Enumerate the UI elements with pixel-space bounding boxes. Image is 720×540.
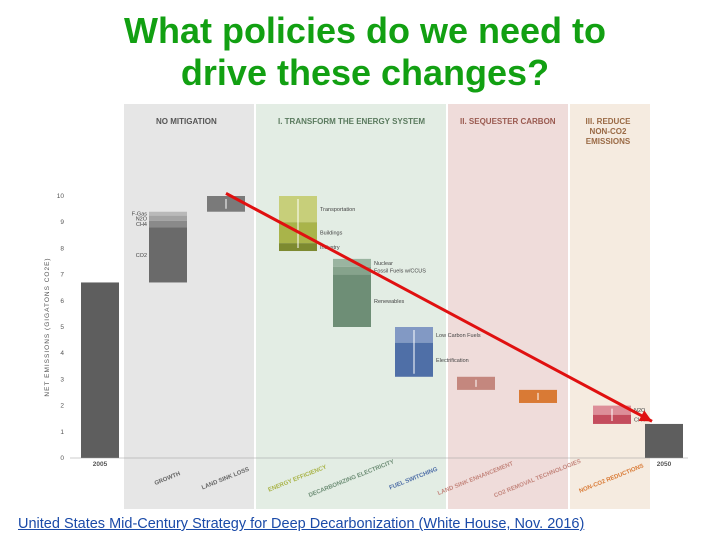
slide-title: What policies do we need to drive these … — [0, 10, 720, 94]
y-tick-8: 8 — [60, 245, 64, 252]
bar-growth-label-f-gas: F-Gas — [132, 212, 148, 218]
emissions-chart: NO MITIGATION I. TRANSFORM THE ENERGY SYS… — [40, 104, 695, 509]
y-tick-7: 7 — [60, 272, 64, 279]
y-tick-10: 10 — [57, 193, 65, 200]
bar-growth-segment-co2 — [149, 227, 187, 283]
bar-growth-label-n2o: N2O — [136, 216, 148, 222]
y-axis-label: NET EMISSIONS (GIGATONS CO2E) — [44, 257, 51, 396]
bar-decarbonizing-electricity-label-nuclear: Nuclear — [374, 261, 393, 267]
bar-energy-efficiency-label-transportation: Transportation — [320, 207, 355, 213]
bar-growth-label-co2: CO2 — [136, 253, 147, 259]
section-band-no-mitigation — [124, 104, 254, 509]
y-tick-2: 2 — [60, 403, 64, 410]
bar-decarbonizing-electricity-segment-fossil-fuels-w-ccus — [333, 266, 371, 275]
y-tick-5: 5 — [60, 324, 64, 331]
bar-fuel-switching-label-electrification: Electrification — [436, 358, 469, 364]
bar-decarbonizing-electricity-segment-nuclear — [333, 258, 371, 267]
section-header-non-co2-line1: III. REDUCE — [586, 117, 632, 126]
bar-growth-segment-n2o — [149, 215, 187, 221]
y-tick-4: 4 — [60, 350, 64, 357]
bar-decarbonizing-electricity-label-fossil-fuels-w-ccus: Fossil Fuels w/CCUS — [374, 269, 426, 275]
citation-link[interactable]: United States Mid-Century Strategy for D… — [18, 516, 585, 532]
slide-title-line1: What policies do we need to — [123, 10, 607, 51]
bar-energy-efficiency-label-buildings: Buildings — [320, 231, 343, 237]
section-band-ii-sequester-carbon — [448, 104, 568, 509]
bar-growth-label-ch4: CH4 — [136, 222, 147, 228]
annotation-arrowhead-icon — [638, 410, 652, 422]
bar-decarbonizing-electricity-segment-renewables — [333, 274, 371, 327]
y-tick-3: 3 — [60, 376, 64, 383]
y-tick-9: 9 — [60, 219, 64, 226]
y-tick-0: 0 — [60, 455, 64, 462]
bar-2050 — [645, 423, 683, 458]
annotation-arrow-line — [225, 192, 653, 423]
category-label-2050: 2050 — [657, 461, 672, 468]
bar-growth-segment-ch4 — [149, 220, 187, 228]
section-header-i-transform-the-energy-system: I. TRANSFORM THE ENERGY SYSTEM — [278, 117, 425, 126]
category-label-2005: 2005 — [93, 461, 108, 468]
section-header-non-co2-line2: NON-CO2 — [590, 127, 627, 136]
emissions-chart-svg: NO MITIGATION I. TRANSFORM THE ENERGY SYS… — [44, 104, 688, 509]
y-tick-6: 6 — [60, 298, 64, 305]
y-tick-1: 1 — [60, 429, 64, 436]
bar-fuel-switching-label-low-carbon-fuels: Low Carbon Fuels — [436, 333, 481, 339]
section-header-ii-sequester-carbon: II. SEQUESTER CARBON — [460, 117, 556, 126]
bar-decarbonizing-electricity-label-renewables: Renewables — [374, 299, 405, 305]
bar-growth-segment-f-gas — [149, 211, 187, 216]
section-band-iii-reduce-non-co2-emissions — [570, 104, 650, 509]
bar-2005 — [81, 282, 119, 458]
section-header-no-mitigation: NO MITIGATION — [156, 117, 217, 126]
section-header-non-co2-line3: EMISSIONS — [586, 137, 631, 146]
bar-non-co2-reductions-label-n2o: N2O — [634, 408, 646, 414]
slide-title-line2: drive these changes? — [180, 52, 550, 93]
